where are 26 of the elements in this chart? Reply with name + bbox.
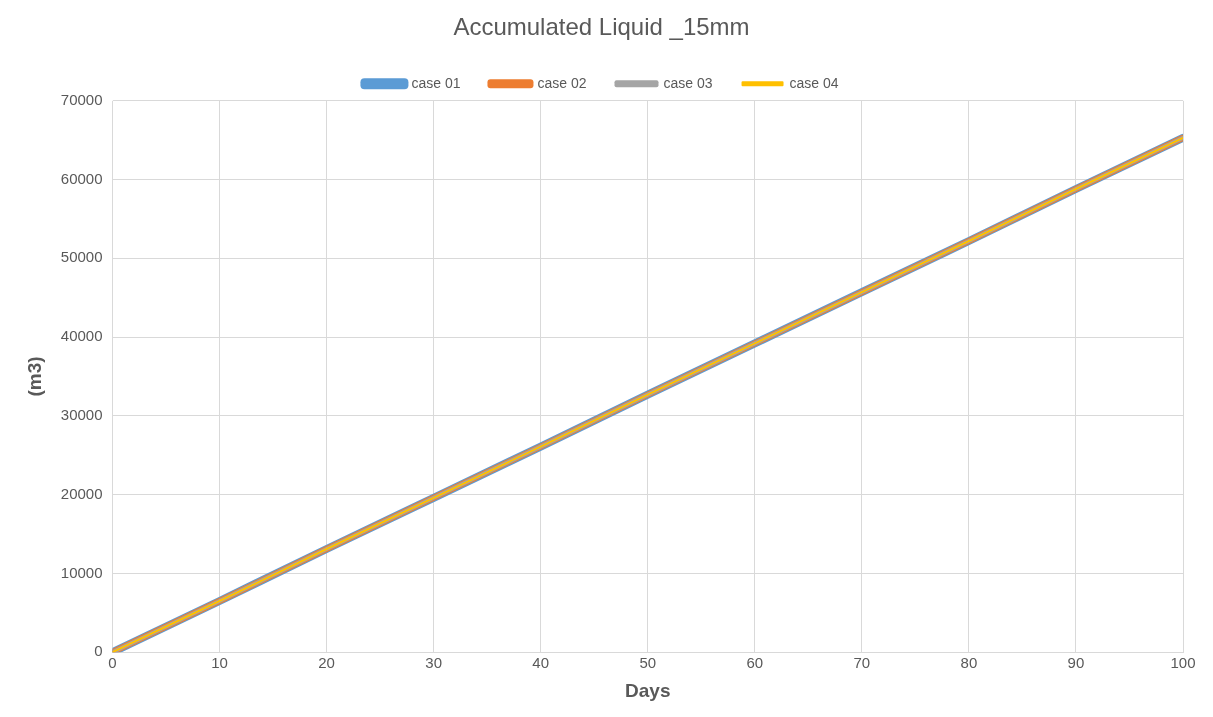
x-tick-label: 60 <box>746 654 764 672</box>
y-tick-label: 20000 <box>60 484 103 502</box>
y-tick-label: 70000 <box>60 90 103 108</box>
y-tick-label: 0 <box>94 642 103 660</box>
legend-label: case 01 <box>411 74 461 91</box>
x-tick-label: 90 <box>1067 654 1085 672</box>
x-tick-label: 10 <box>211 654 228 672</box>
x-tick-label: 70 <box>853 654 871 672</box>
legend-label: case 02 <box>537 74 587 91</box>
x-tick-label: 30 <box>425 654 442 672</box>
x-tick-label: 20 <box>318 654 335 672</box>
x-tick-label: 100 <box>1170 654 1196 672</box>
y-tick-label: 60000 <box>60 169 103 187</box>
y-tick-label: 30000 <box>60 406 103 424</box>
x-tick-label: 50 <box>639 654 657 672</box>
y-tick-label: 50000 <box>60 248 103 266</box>
x-tick-label: 0 <box>108 654 117 672</box>
y-tick-label: 40000 <box>60 327 103 345</box>
y-axis-title: (m3) <box>23 356 45 397</box>
x-axis-title: Days <box>625 679 671 701</box>
x-tick-label: 40 <box>532 654 550 672</box>
legend-label: case 04 <box>789 74 839 91</box>
chart-title: Accumulated Liquid _15mm <box>453 13 750 41</box>
legend-label: case 03 <box>663 74 713 91</box>
y-tick-label: 10000 <box>60 563 103 581</box>
x-tick-label: 80 <box>960 654 978 672</box>
